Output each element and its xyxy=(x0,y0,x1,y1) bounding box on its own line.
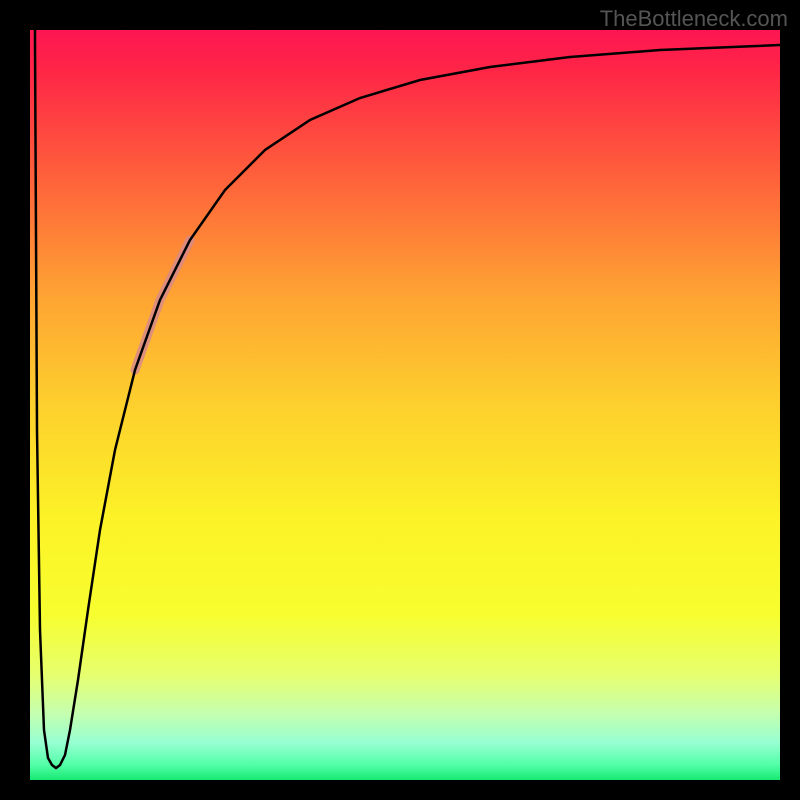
plot-area xyxy=(30,30,780,780)
curve-main xyxy=(35,30,780,768)
watermark-text: TheBottleneck.com xyxy=(600,6,788,32)
curve-svg xyxy=(30,30,780,780)
